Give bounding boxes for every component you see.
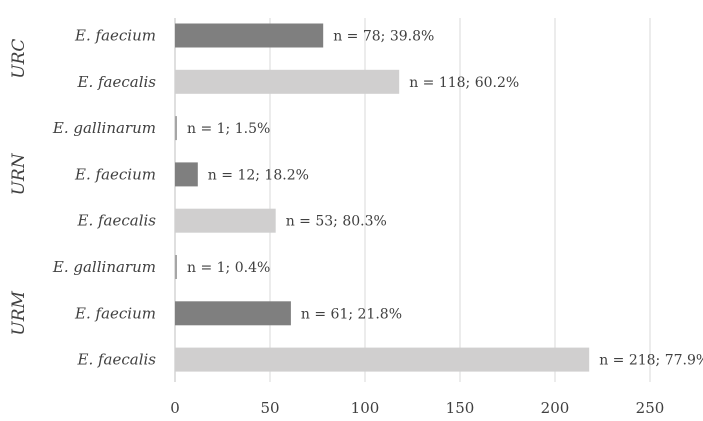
data-label: n = 1; 0.4% (187, 260, 270, 276)
bar (175, 347, 590, 372)
category-label: E. faecium (74, 165, 156, 183)
category-label: E. gallinarum (52, 258, 156, 276)
category-label: E. faecalis (77, 212, 157, 230)
x-tick-label: 200 (541, 399, 570, 417)
bar (175, 208, 276, 233)
data-label: n = 61; 21.8% (301, 306, 402, 322)
category-label: E. faecium (74, 304, 156, 322)
bars (175, 23, 590, 372)
bar (175, 255, 177, 279)
group-label: URC (9, 39, 29, 79)
group-label: URM (9, 290, 29, 335)
x-tick-label: 50 (260, 399, 279, 417)
labels: 0 50 100 150 200 250 E. faecium n = 78; 39.8% E.… (9, 27, 703, 418)
data-label: n = 78; 39.8% (333, 29, 434, 45)
data-label: n = 1; 1.5% (187, 121, 270, 137)
data-label: n = 12; 18.2% (208, 167, 309, 183)
group-label: URN (9, 152, 29, 195)
x-tick-label: 150 (446, 399, 475, 417)
data-label: n = 53; 80.3% (286, 214, 387, 230)
category-label: E. faecalis (77, 73, 157, 91)
bar (175, 69, 400, 94)
category-label: E. faecium (74, 27, 156, 45)
x-tick-label: 0 (170, 399, 180, 417)
bar (175, 23, 324, 48)
category-label: E. faecalis (77, 351, 157, 369)
data-label: n = 218; 77.9% (599, 353, 703, 369)
data-label: n = 118; 60.2% (409, 75, 519, 91)
x-tick-label: 100 (351, 399, 380, 417)
bar (175, 162, 198, 187)
bar (175, 116, 177, 141)
bar (175, 301, 291, 326)
category-label: E. gallinarum (52, 119, 156, 137)
x-tick-label: 250 (636, 399, 665, 417)
